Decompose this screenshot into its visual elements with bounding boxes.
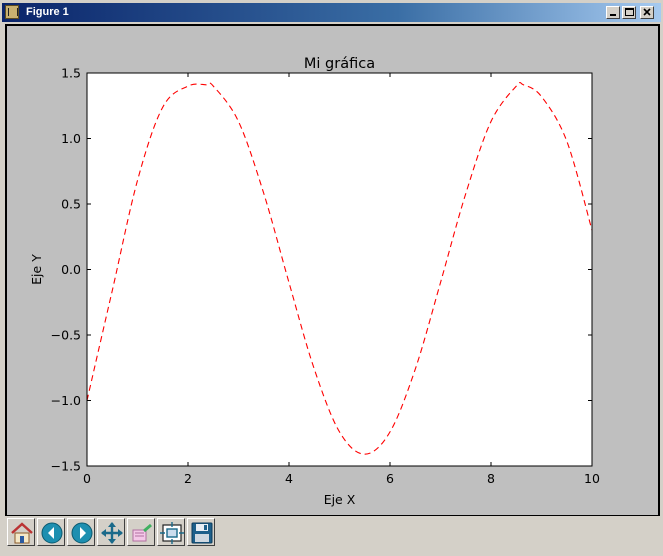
arrow-right-icon <box>71 522 93 544</box>
x-tick-label: 10 <box>584 471 600 486</box>
navigation-toolbar <box>0 516 663 556</box>
x-tick-label: 8 <box>487 471 495 486</box>
axes-area <box>86 72 593 467</box>
x-tick-label: 2 <box>184 471 192 486</box>
y-tick-label: 0.0 <box>61 262 81 277</box>
forward-button[interactable] <box>67 518 95 546</box>
x-tick-label: 4 <box>285 471 293 486</box>
series-line <box>86 81 593 455</box>
y-tick-label: −1.5 <box>51 459 81 474</box>
y-tick-label: −0.5 <box>51 328 81 343</box>
home-icon <box>11 522 33 544</box>
x-tick-label: 6 <box>386 471 394 486</box>
y-tick-label: 0.5 <box>61 197 81 212</box>
arrow-left-icon <box>41 522 63 544</box>
pan-button[interactable] <box>97 518 125 546</box>
matplotlib-figure-icon <box>5 5 19 19</box>
maximize-button[interactable] <box>622 6 636 19</box>
move-arrows-icon <box>101 522 123 544</box>
figure-canvas[interactable]: 0 2 4 6 8 10 1.5 1.0 0.5 0.0 −0.5 −1.0 −1.5 Mi gráfi… <box>5 24 660 517</box>
home-button[interactable] <box>7 518 35 546</box>
minimize-button[interactable] <box>606 6 620 19</box>
close-icon <box>643 8 651 16</box>
maximize-icon <box>625 8 634 16</box>
y-axis-label: Eje Y <box>29 254 44 285</box>
subplots-button[interactable] <box>157 518 185 546</box>
y-tick-label: 1.0 <box>61 131 81 146</box>
y-tick-label: −1.0 <box>51 393 81 408</box>
y-tick-label: 1.5 <box>61 66 81 81</box>
window-title: Figure 1 <box>26 6 69 18</box>
minimize-icon <box>610 14 616 16</box>
x-tick-label: 0 <box>83 471 91 486</box>
configure-subplots-icon <box>160 522 184 544</box>
x-axis-label: Eje X <box>324 492 356 507</box>
line-chart: 0 2 4 6 8 10 1.5 1.0 0.5 0.0 −0.5 −1.0 −1.5 Mi gráfi… <box>29 56 600 507</box>
zoom-button[interactable] <box>127 518 155 546</box>
zoom-rect-icon <box>132 523 152 542</box>
axes-frame <box>86 72 593 467</box>
save-button[interactable] <box>187 518 215 546</box>
back-button[interactable] <box>37 518 65 546</box>
title-bar[interactable]: Figure 1 <box>2 3 661 22</box>
floppy-disk-icon <box>191 522 213 544</box>
chart-title: Mi gráfica <box>304 56 375 72</box>
close-button[interactable] <box>640 6 654 19</box>
